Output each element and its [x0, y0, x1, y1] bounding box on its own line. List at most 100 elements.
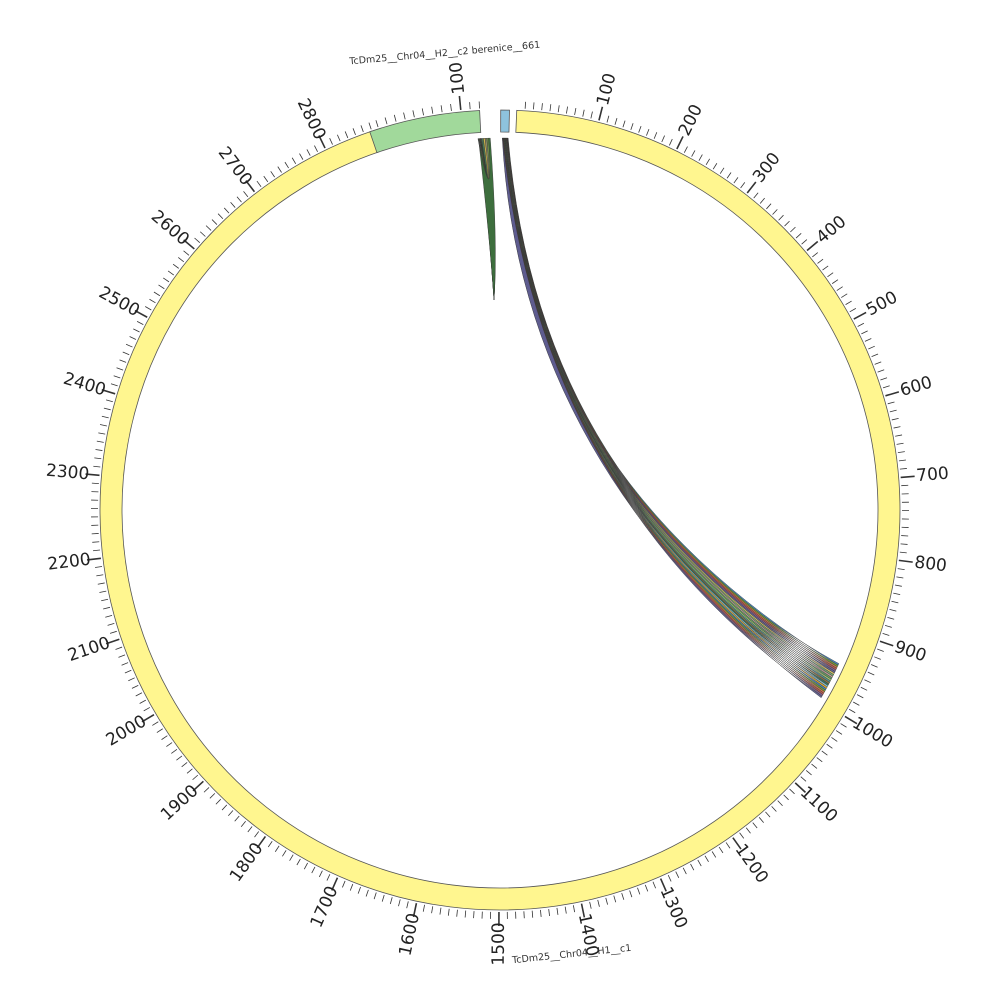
- tick-label: 2000: [103, 711, 150, 750]
- link-ribbon: [503, 137, 829, 688]
- minor-tick: [653, 132, 658, 139]
- minor-tick: [752, 822, 758, 829]
- minor-tick: [629, 890, 633, 898]
- minor-tick: [831, 737, 838, 742]
- minor-tick: [254, 831, 260, 838]
- minor-tick: [880, 377, 888, 381]
- major-tick: [844, 715, 858, 725]
- minor-tick: [181, 762, 188, 768]
- minor-tick: [891, 600, 899, 604]
- major-tick: [659, 878, 667, 892]
- minor-tick: [256, 180, 262, 187]
- minor-tick: [726, 172, 732, 179]
- minor-tick: [816, 757, 823, 763]
- minor-tick: [93, 465, 101, 468]
- major-tick: [134, 309, 148, 318]
- minor-tick: [605, 897, 609, 905]
- tick-label: 300: [749, 149, 785, 187]
- minor-tick: [758, 817, 764, 823]
- tick-label: 2700: [214, 143, 256, 189]
- minor-tick: [683, 146, 688, 153]
- minor-tick: [711, 851, 717, 858]
- minor-tick: [217, 213, 224, 220]
- minor-tick: [431, 106, 434, 114]
- minor-tick: [719, 167, 725, 174]
- link-ribbon: [505, 137, 834, 679]
- minor-tick: [439, 907, 442, 915]
- link-ribbon: [506, 137, 835, 675]
- minor-tick: [900, 543, 908, 545]
- minor-tick: [836, 286, 843, 291]
- link-ribbon: [505, 137, 834, 677]
- major-tick: [105, 638, 120, 645]
- tick-label: 2500: [95, 283, 143, 321]
- minor-tick: [158, 284, 165, 290]
- minor-tick: [564, 906, 567, 914]
- minor-tick: [116, 367, 124, 371]
- minor-tick: [205, 225, 212, 231]
- link-ribbon: [506, 137, 836, 674]
- minor-tick: [228, 810, 234, 816]
- minor-tick: [267, 841, 273, 848]
- ideogram-2: [500, 109, 510, 133]
- minor-tick: [368, 122, 372, 130]
- minor-tick: [139, 699, 147, 704]
- minor-tick: [895, 434, 903, 437]
- minor-tick: [125, 343, 133, 348]
- minor-tick: [96, 574, 104, 577]
- minor-tick: [98, 432, 106, 435]
- minor-tick: [826, 743, 833, 749]
- minor-tick: [422, 904, 425, 912]
- minor-tick: [349, 883, 354, 891]
- minor-tick: [589, 901, 592, 909]
- minor-tick: [357, 886, 361, 894]
- minor-tick: [406, 901, 409, 909]
- minor-tick: [99, 424, 107, 427]
- minor-tick: [375, 120, 379, 128]
- tick-label: 2200: [46, 550, 91, 575]
- minor-tick: [864, 338, 872, 342]
- minor-tick: [795, 233, 802, 239]
- minor-tick: [661, 135, 665, 143]
- major-tick: [794, 782, 807, 793]
- minor-tick: [236, 196, 242, 203]
- minor-tick: [822, 265, 829, 271]
- link-ribbon: [507, 137, 840, 666]
- minor-tick: [867, 671, 875, 676]
- minor-tick: [291, 157, 297, 164]
- minor-tick: [766, 203, 772, 210]
- minor-tick: [176, 755, 183, 761]
- minor-tick: [403, 112, 406, 120]
- minor-tick: [882, 385, 890, 389]
- minor-tick: [897, 451, 905, 454]
- link-ribbon: [504, 137, 830, 686]
- minor-tick: [531, 910, 534, 918]
- minor-tick: [557, 105, 560, 113]
- tick-label: 2800: [293, 95, 330, 143]
- ticks-layer: [85, 95, 915, 927]
- link-ribbon: [504, 137, 830, 685]
- tick-label: 1800: [226, 839, 267, 886]
- minor-tick: [94, 457, 102, 460]
- minor-tick: [541, 103, 543, 111]
- minor-tick: [697, 859, 702, 867]
- link-ribbon: [503, 137, 828, 689]
- ideogram-1: [369, 110, 482, 154]
- minor-tick: [864, 679, 871, 684]
- minor-tick: [99, 590, 107, 593]
- major-tick: [412, 903, 418, 918]
- minor-tick: [759, 197, 765, 204]
- contig-label-bottom: TcDm25__Chr04__H1__c1: [511, 943, 632, 967]
- minor-tick: [637, 887, 641, 895]
- minor-tick: [877, 369, 885, 373]
- major-tick: [732, 837, 742, 850]
- ideogram-layer: [99, 109, 901, 911]
- minor-tick: [891, 417, 899, 421]
- minor-tick: [384, 117, 388, 125]
- tick-label: 200: [675, 101, 707, 139]
- tick-label: 1000: [849, 713, 896, 752]
- minor-tick: [263, 175, 269, 183]
- tick-label: 1200: [731, 840, 772, 887]
- minor-tick: [172, 263, 179, 269]
